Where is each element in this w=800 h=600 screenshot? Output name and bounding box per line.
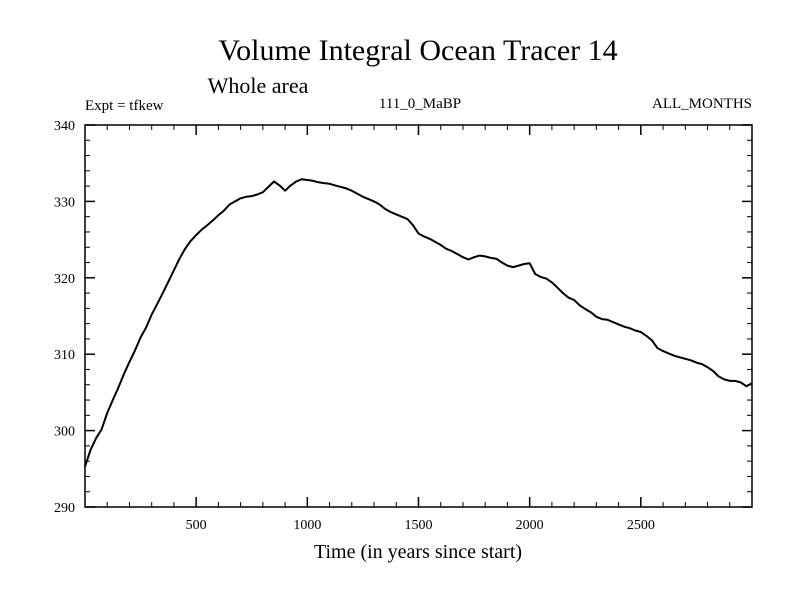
- minor-ticks: [85, 125, 752, 507]
- y-tick-label: 340: [54, 119, 75, 134]
- x-tick-label: 1500: [405, 518, 433, 533]
- major-ticks: [85, 124, 752, 508]
- months-label: ALL_MONTHS: [652, 96, 752, 112]
- y-tick-label: 310: [54, 348, 75, 363]
- x-tick-label: 1000: [293, 518, 321, 533]
- x-tick-label: 2500: [627, 518, 655, 533]
- x-axis-label: Time (in years since start): [314, 541, 522, 563]
- tick-labels: 500 1000 1500 2000 2500 290 300 310 320 330 340: [54, 119, 655, 533]
- period-label: 111_0_MaBP: [379, 96, 461, 112]
- y-tick-label: 290: [54, 501, 75, 516]
- plot-frame: [84, 124, 753, 508]
- chart-subtitle: Whole area: [208, 73, 309, 98]
- x-tick-label: 500: [186, 518, 207, 533]
- series-line: [84, 178, 753, 467]
- y-tick-label: 330: [54, 195, 75, 210]
- y-tick-label: 300: [54, 425, 75, 440]
- chart-title: Volume Integral Ocean Tracer 14: [218, 34, 617, 67]
- x-tick-label: 2000: [516, 518, 544, 533]
- y-tick-label: 320: [54, 272, 75, 287]
- experiment-label: Expt = tfkew: [85, 98, 164, 114]
